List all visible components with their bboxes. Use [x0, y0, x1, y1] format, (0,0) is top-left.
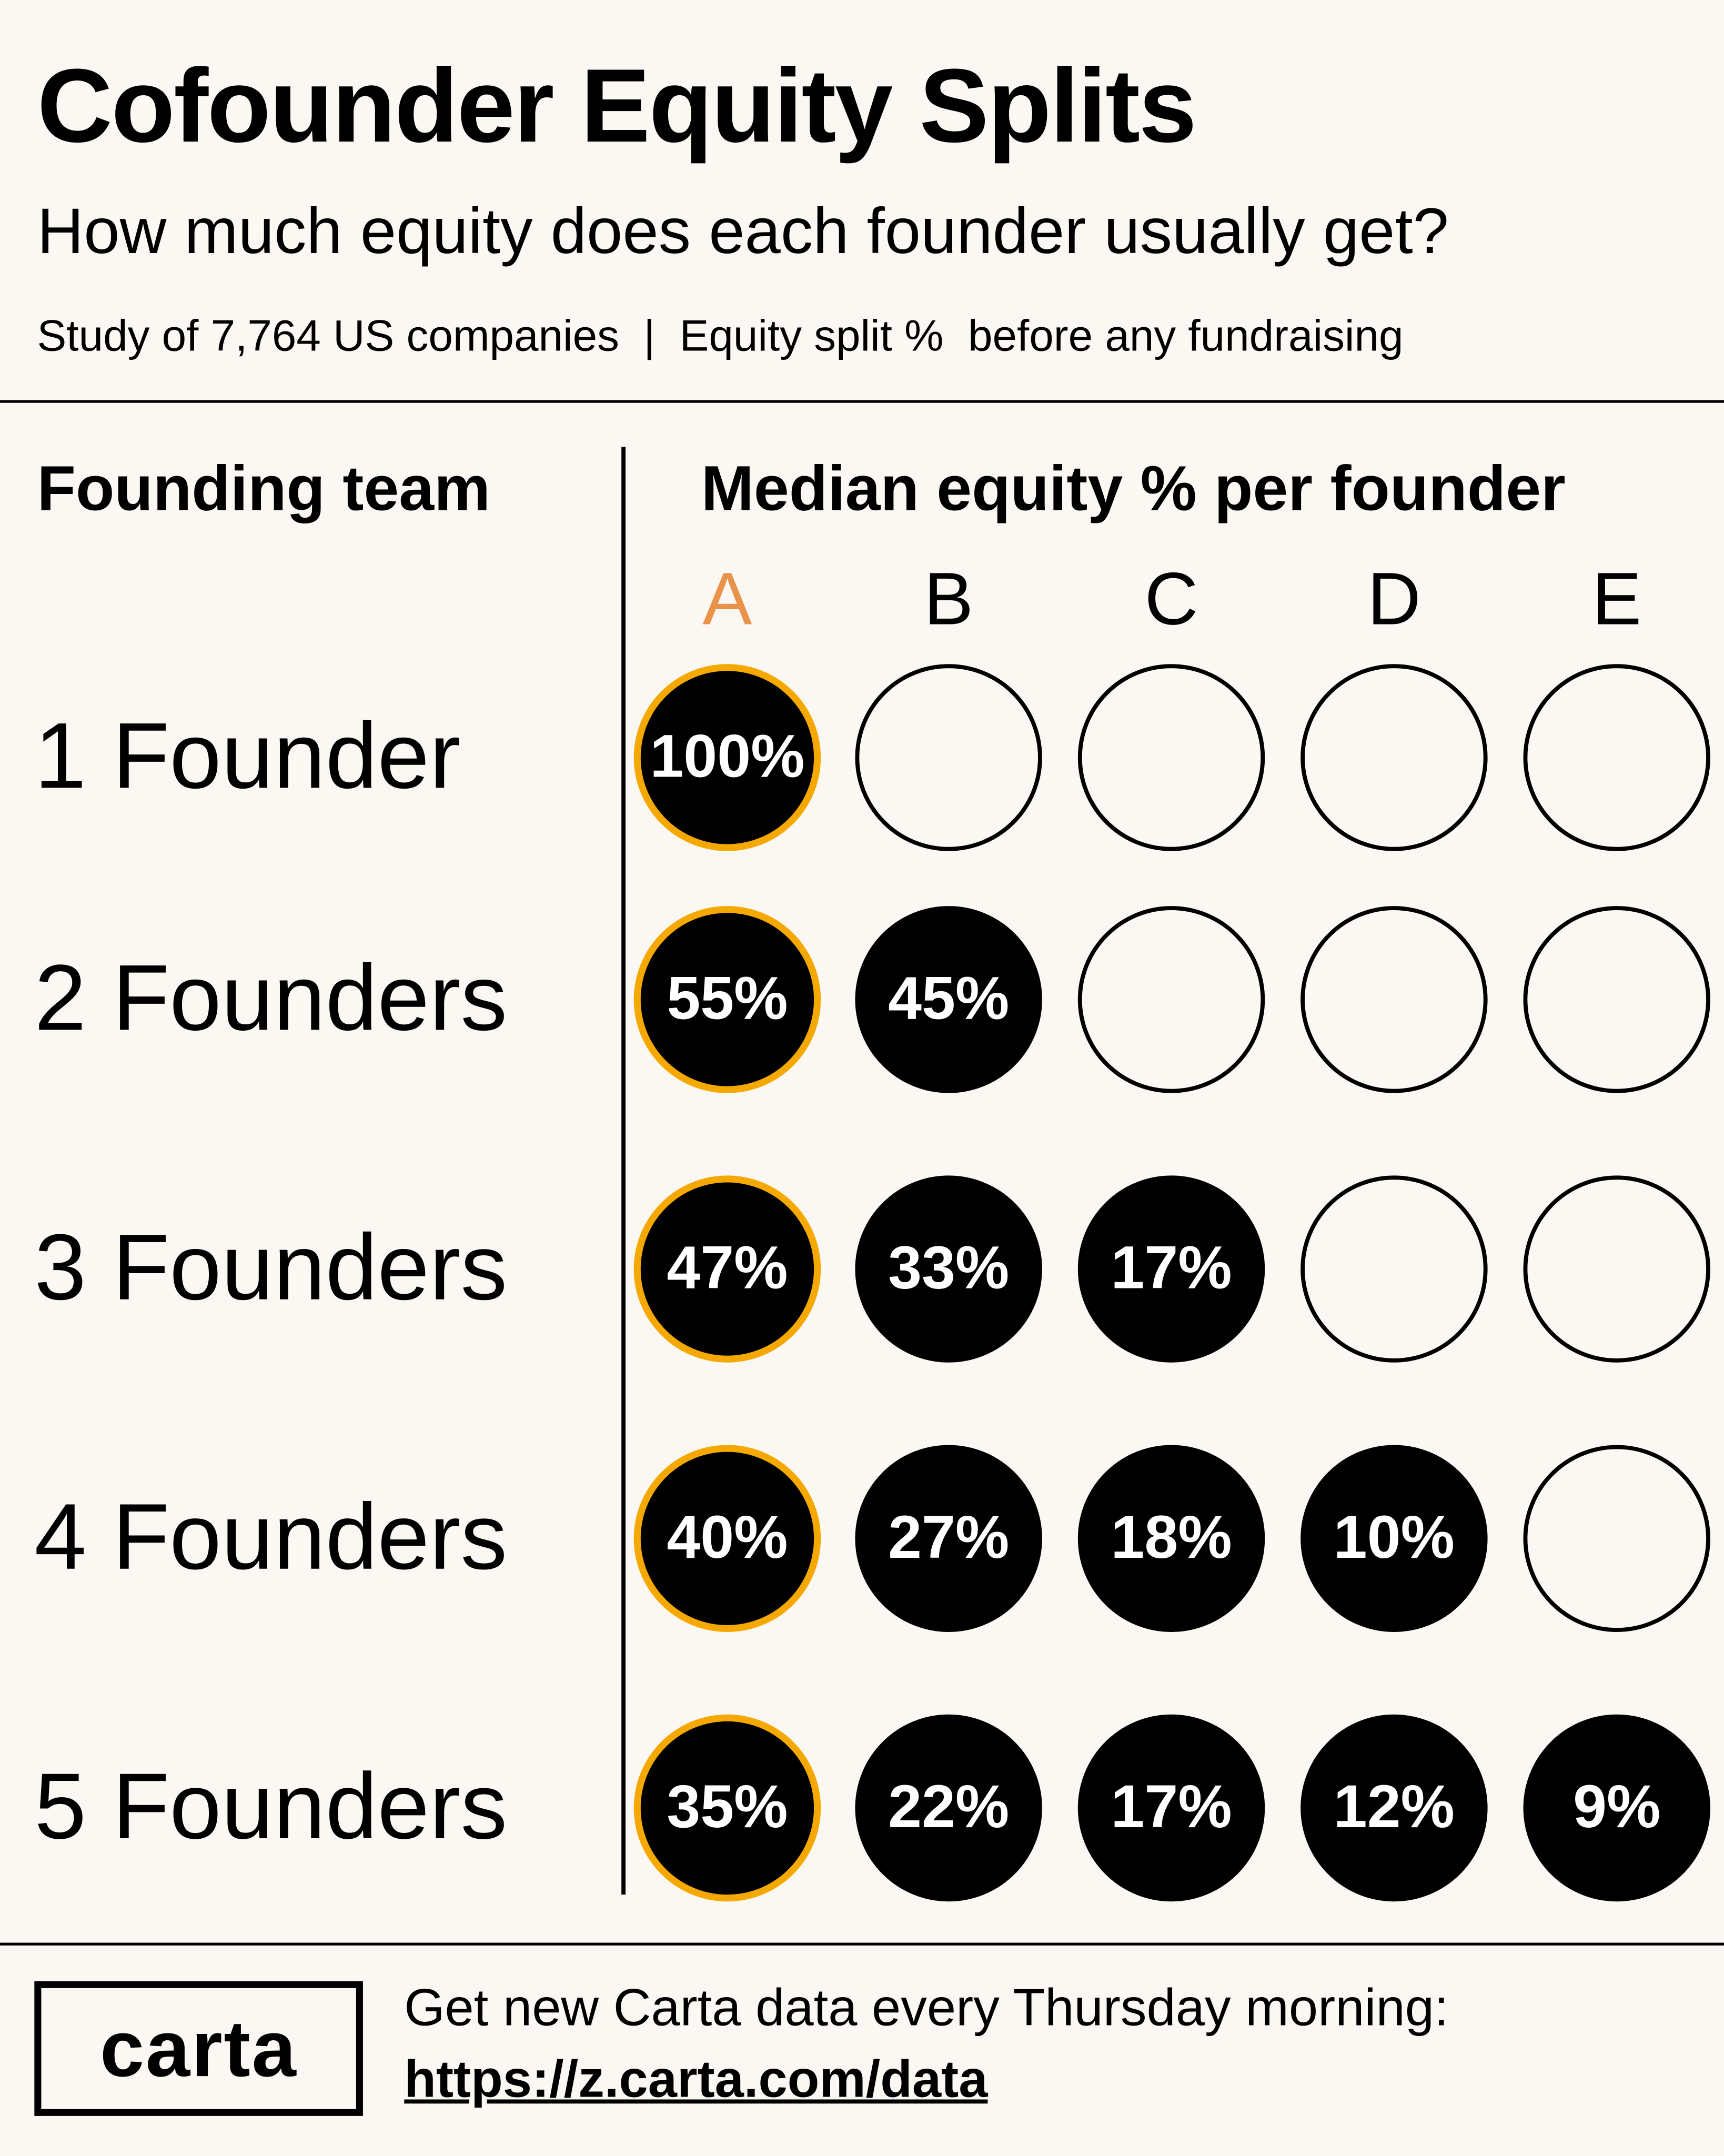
column-label-c: C: [1144, 558, 1198, 641]
empty-circle: [1077, 906, 1265, 1093]
carta-logo: carta: [34, 1981, 363, 2116]
column-label-d: D: [1367, 558, 1421, 641]
equity-circle: 40%: [633, 1445, 821, 1632]
equity-circle: 9%: [1523, 1714, 1710, 1902]
empty-circle: [1523, 1175, 1710, 1363]
empty-circle: [1523, 664, 1710, 851]
equity-circle: 18%: [1077, 1445, 1265, 1632]
empty-circle: [1300, 1175, 1488, 1363]
equity-circle: 22%: [855, 1714, 1042, 1902]
empty-circle: [1300, 906, 1488, 1093]
equity-circle: 35%: [633, 1714, 821, 1902]
empty-circle: [1523, 906, 1710, 1093]
empty-circle: [1077, 664, 1265, 851]
equity-circle: 17%: [1077, 1714, 1265, 1902]
empty-circle: [1523, 1445, 1710, 1632]
study-note: Study of 7,764 US companies | Equity spl…: [37, 310, 1404, 360]
equity-circle: 10%: [1300, 1445, 1488, 1632]
row-label: 3 Founders: [34, 1215, 508, 1320]
equity-circle: 17%: [1077, 1175, 1265, 1363]
subtitle: How much equity does each founder usuall…: [37, 194, 1449, 267]
equity-circle: 33%: [855, 1175, 1042, 1363]
equity-circle: 47%: [633, 1175, 821, 1363]
equity-circle: 27%: [855, 1445, 1042, 1632]
row-label: 4 Founders: [34, 1485, 508, 1589]
footer-cta: Get new Carta data every Thursday mornin…: [404, 1980, 1449, 2038]
equity-circle: 45%: [855, 906, 1042, 1093]
divider-vertical: [621, 447, 626, 1895]
divider-top: [0, 400, 1724, 403]
empty-circle: [1300, 664, 1488, 851]
row-label: 1 Founder: [34, 704, 461, 809]
row-label: 5 Founders: [34, 1754, 508, 1859]
divider-bottom: [0, 1942, 1724, 1946]
equity-circle: 12%: [1300, 1714, 1488, 1902]
column-label-a: A: [702, 558, 752, 641]
empty-circle: [855, 664, 1042, 851]
row-header: Founding team: [37, 452, 491, 524]
row-label: 2 Founders: [34, 945, 508, 1051]
column-header: Median equity % per founder: [701, 452, 1566, 524]
equity-circle: 100%: [633, 664, 821, 851]
column-label-e: E: [1592, 558, 1642, 641]
page-title: Cofounder Equity Splits: [37, 48, 1197, 165]
column-label-b: B: [924, 558, 974, 641]
data-link[interactable]: https://z.carta.com/data: [404, 2051, 988, 2109]
equity-circle: 55%: [633, 906, 821, 1093]
